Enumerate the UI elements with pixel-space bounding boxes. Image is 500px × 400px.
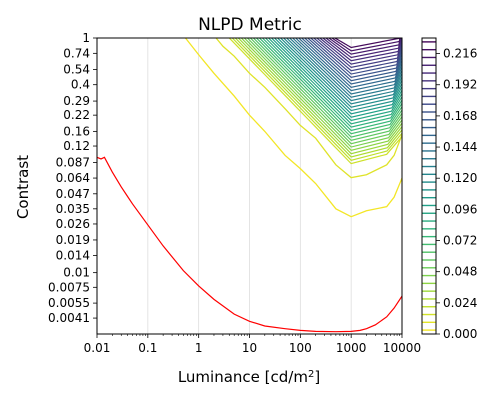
y-tick-label-0: 1	[82, 31, 90, 45]
y-tick-label-16: 0.0075	[48, 280, 90, 294]
colorbar-tick-label-6: 0.144	[443, 140, 477, 154]
x-tick-label-5: 1000	[336, 341, 367, 355]
contour-lines	[184, 38, 402, 218]
y-tick-label-14: 0.014	[56, 249, 90, 263]
y-tick-label-4: 0.29	[63, 94, 90, 108]
contour-line-11	[253, 38, 402, 138]
colorbar-tick-label-4: 0.096	[443, 202, 477, 216]
colorbar-tick-label-5: 0.120	[443, 171, 477, 185]
contour-line-12	[256, 38, 402, 135]
y-tick-label-5: 0.22	[63, 108, 90, 122]
y-tick-label-2: 0.54	[63, 62, 90, 76]
x-tick-label-6: 10000	[383, 341, 421, 355]
y-tick-label-7: 0.12	[63, 139, 90, 153]
x-tick-label-2: 1	[195, 341, 203, 355]
contour-line-22	[286, 38, 402, 102]
contour-line-25	[295, 38, 402, 92]
contour-line-14	[262, 38, 402, 128]
contour-line-5	[234, 38, 402, 158]
x-tick-label-1: 0.1	[138, 341, 157, 355]
contour-line-31	[313, 38, 402, 72]
x-axis: 0.01 0.1 1 10 100 1000 10000	[84, 334, 421, 355]
y-axis-label: Contrast	[14, 155, 32, 219]
contour-line-27	[301, 38, 402, 85]
y-tick-label-13: 0.019	[56, 233, 90, 247]
colorbar-frame	[421, 37, 437, 335]
x-tick-label-3: 10	[242, 341, 257, 355]
contour-line-3	[228, 38, 402, 165]
contour-line-33	[319, 38, 402, 65]
y-tick-label-17: 0.0055	[48, 296, 90, 310]
colorbar	[422, 41, 436, 331]
contour-line-19	[277, 38, 402, 112]
contour-line-7	[240, 38, 402, 152]
contour-line-34	[322, 38, 402, 62]
threshold-curve-line	[97, 156, 402, 333]
contour-line-20	[280, 38, 402, 108]
colorbar-ticks: 0.000 0.024 0.048 0.072 0.096 0.120 0.144 0.168…	[436, 47, 477, 341]
contour-line-26	[298, 38, 402, 88]
contour-line-8	[243, 38, 402, 148]
colorbar-tick-label-8: 0.192	[443, 78, 477, 92]
colorbar-tick-label-2: 0.048	[443, 265, 477, 279]
chart-title: NLPD Metric	[198, 15, 302, 35]
y-tick-label-6: 0.16	[63, 124, 90, 138]
contour-line-16	[268, 38, 402, 122]
contour-line-21	[283, 38, 402, 105]
y-tick-label-8: 0.087	[56, 155, 90, 169]
contour-line-36	[328, 38, 401, 55]
y-tick-label-12: 0.026	[56, 217, 90, 231]
colorbar-tick-label-0: 0.000	[443, 327, 477, 341]
y-tick-label-1: 0.74	[63, 46, 90, 60]
contour-line-37	[331, 38, 401, 52]
contour-line-13	[259, 38, 402, 132]
contour-line-28	[304, 38, 402, 82]
colorbar-tick-label-9: 0.216	[443, 47, 477, 61]
contour-line-32	[316, 38, 402, 69]
y-tick-label-3: 0.4	[71, 78, 90, 92]
contour-line-35	[325, 38, 402, 59]
y-tick-label-10: 0.047	[56, 187, 90, 201]
x-axis-label: Luminance [cd/m2]	[178, 368, 320, 386]
contour-line-15	[265, 38, 402, 125]
y-tick-label-9: 0.064	[56, 171, 90, 185]
contour-line-30	[310, 38, 402, 75]
contour-line-29	[307, 38, 402, 78]
contour-line-24	[292, 38, 402, 95]
y-tick-label-15: 0.01	[63, 266, 90, 280]
colorbar-tick-label-1: 0.024	[443, 296, 477, 310]
contour-line-23	[289, 38, 402, 98]
x-tick-label-0: 0.01	[84, 341, 111, 355]
contour-line-10	[249, 38, 402, 142]
contour-line-18	[274, 38, 402, 115]
contour-line-2	[215, 38, 402, 179]
colorbar-tick-label-3: 0.072	[443, 234, 477, 248]
y-axis: 10.74 0.54 0.4 0.290.22 0.160.12 0.087 0.064 0.…	[48, 31, 97, 325]
contour-line-4	[231, 38, 402, 161]
x-tick-label-4: 100	[289, 341, 312, 355]
colorbar-tick-label-7: 0.168	[443, 109, 477, 123]
contour-line-38	[334, 38, 401, 49]
contour-line-6	[237, 38, 402, 155]
y-tick-label-11: 0.035	[56, 202, 90, 216]
contour-line-1	[184, 38, 402, 218]
y-tick-label-18: 0.0041	[48, 311, 90, 325]
contour-line-17	[271, 38, 402, 118]
contour-line-9	[246, 38, 402, 145]
